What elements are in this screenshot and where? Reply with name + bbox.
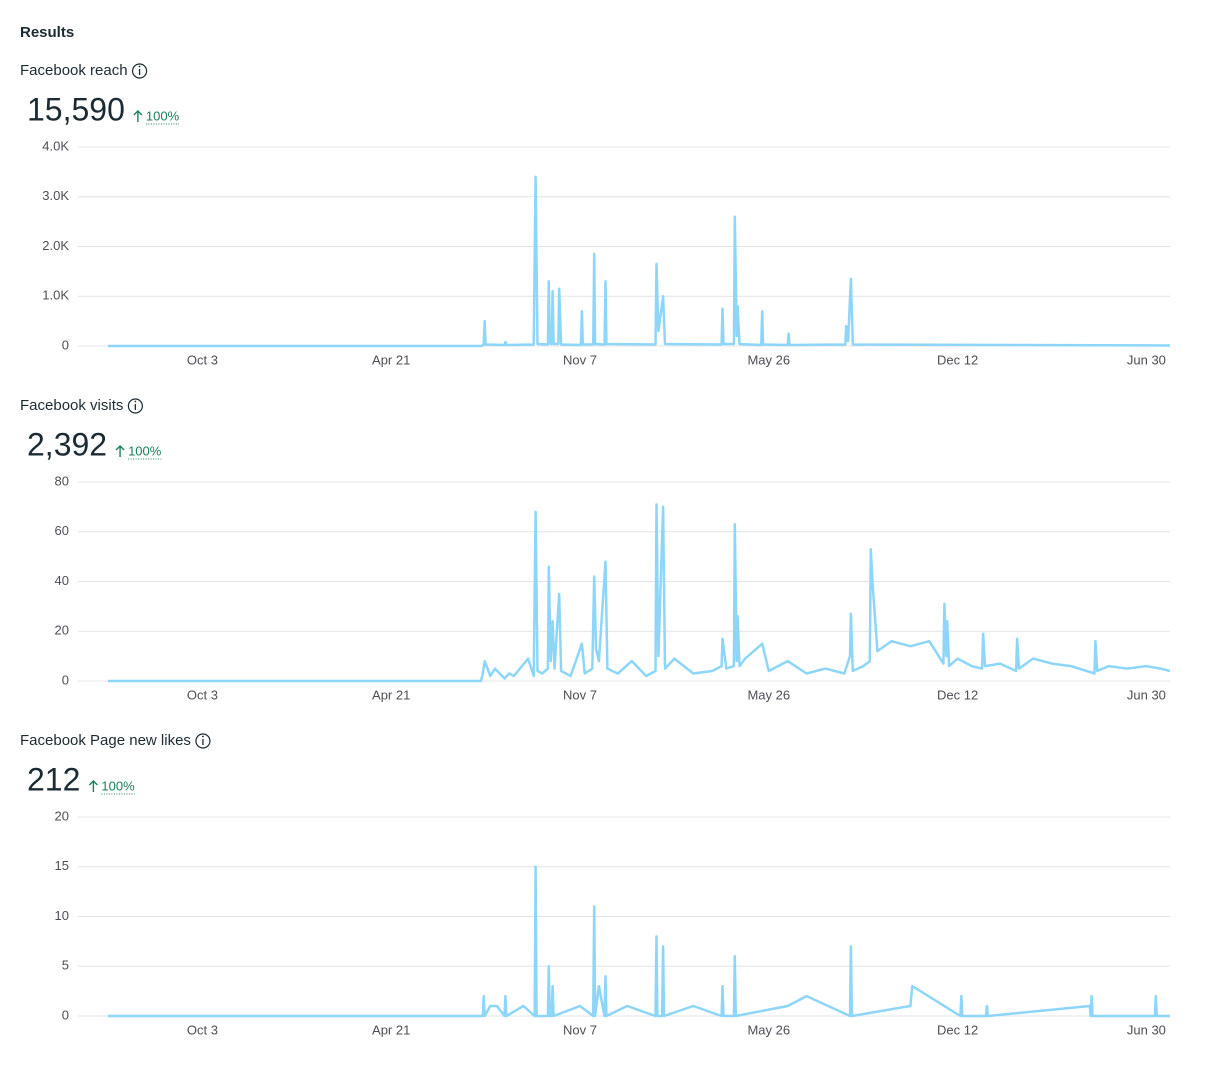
x-tick-label: Dec 12 (937, 352, 978, 367)
y-tick-label: 40 (55, 573, 69, 588)
x-tick-label: Jun 30 (1127, 352, 1166, 367)
y-tick-label: 60 (55, 523, 69, 538)
data-line (108, 865, 1170, 1018)
y-tick-label: 4.0K (42, 138, 69, 153)
y-tick-label: 10 (55, 908, 69, 923)
info-dot (138, 65, 141, 68)
x-tick-label: Jun 30 (1127, 687, 1166, 702)
x-tick-label: Nov 7 (563, 1022, 597, 1037)
y-tick-label: 0 (62, 337, 69, 352)
y-tick-label: 1.0K (42, 288, 69, 303)
metric-change: 100% (128, 443, 162, 458)
x-tick-label: Oct 3 (187, 687, 218, 702)
metric-card: Facebook visits 2,392 100% 0 20 40 60 80 Oct 3 Ap… (20, 397, 1171, 702)
info-dot (134, 400, 137, 403)
y-tick-label: 15 (55, 858, 69, 873)
y-tick-label: 5 (62, 958, 69, 973)
metric-title: Facebook visits (20, 397, 123, 414)
y-tick-label: 0 (62, 1007, 69, 1022)
section-title: Results (20, 24, 74, 41)
change-arrow (115, 445, 125, 457)
info-icon (195, 733, 211, 749)
x-tick-label: Nov 7 (563, 687, 597, 702)
metric-total: 212 (27, 761, 80, 797)
x-tick-label: May 26 (747, 1022, 790, 1037)
change-arrow (88, 780, 98, 792)
y-tick-label: 3.0K (42, 188, 69, 203)
x-tick-label: Nov 7 (563, 352, 597, 367)
metric-change: 100% (101, 778, 135, 793)
y-tick-label: 20 (55, 623, 69, 638)
arrow-head (133, 110, 143, 116)
info-circle (131, 63, 148, 79)
metric-card: Facebook reach 15,590 100% 0 1.0K 2.0K 3.0K 4.0… (20, 62, 1171, 367)
info-icon (127, 398, 143, 414)
arrow-head (88, 780, 98, 786)
data-line (108, 175, 1171, 348)
metric-title: Facebook Page new likes (20, 732, 191, 749)
x-tick-label: Oct 3 (187, 352, 218, 367)
arrow-head (115, 445, 125, 451)
x-tick-label: Apr 21 (372, 352, 410, 367)
y-tick-label: 2.0K (42, 238, 69, 253)
metric-total: 15,590 (27, 91, 125, 127)
x-tick-label: May 26 (747, 352, 790, 367)
x-tick-label: May 26 (747, 687, 790, 702)
info-circle (127, 398, 143, 414)
y-tick-label: 0 (62, 672, 69, 687)
x-tick-label: Dec 12 (937, 687, 978, 702)
y-tick-label: 20 (55, 808, 69, 823)
change-arrow (133, 110, 143, 122)
x-tick-label: Oct 3 (187, 1022, 218, 1037)
metric-card: Facebook Page new likes 212 100% 0 5 10 15 20 Oc… (20, 732, 1170, 1037)
y-tick-label: 80 (55, 473, 69, 488)
info-circle (195, 733, 211, 749)
metric-change: 100% (146, 108, 180, 123)
x-tick-label: Dec 12 (937, 1022, 978, 1037)
x-tick-label: Apr 21 (372, 1022, 410, 1037)
metric-total: 2,392 (27, 426, 107, 462)
x-tick-label: Apr 21 (372, 687, 410, 702)
data-line (108, 503, 1171, 683)
x-tick-label: Jun 30 (1127, 1022, 1166, 1037)
info-icon (131, 63, 148, 79)
info-dot (202, 735, 204, 738)
metric-title: Facebook reach (20, 62, 128, 79)
